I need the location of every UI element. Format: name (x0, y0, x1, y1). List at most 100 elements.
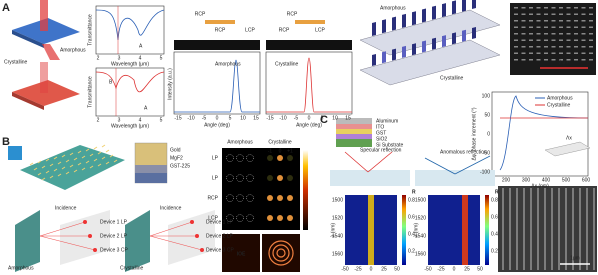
sem-dot (521, 26, 526, 28)
axis-label: Δφ, phase increment (°) (471, 107, 477, 160)
axis-label: Angle (deg) (204, 122, 230, 128)
ray (424, 157, 456, 175)
fin (412, 43, 416, 56)
sem-dot (574, 52, 578, 54)
slab-side (12, 30, 44, 48)
nanorod (45, 158, 50, 162)
sem-dot (514, 39, 518, 41)
sem-dot (551, 46, 556, 48)
sem-dot (544, 52, 548, 54)
farfield-image (174, 40, 260, 50)
sem-dot (581, 59, 586, 61)
tick-label: 15 (345, 115, 351, 121)
sem-dot (581, 20, 586, 22)
sem-dot (589, 39, 593, 41)
farfield-image (266, 40, 352, 50)
legend-label: MgF2 (170, 155, 183, 161)
sem-dot (581, 26, 586, 28)
nanorod (49, 175, 54, 179)
sem-dot (551, 7, 556, 9)
sem-dot (514, 20, 518, 22)
spot (267, 215, 273, 221)
row-label: RCP (207, 195, 218, 201)
layer (336, 139, 372, 147)
colorbar-label: R (495, 189, 499, 195)
legend-label: ITO (376, 124, 384, 130)
row-label: LP (212, 175, 219, 181)
spot (226, 174, 234, 182)
axis-label: Transmittance (87, 76, 93, 108)
label: Crystalline (440, 75, 464, 81)
label: Device 2 LP (206, 233, 234, 239)
tick-label: -50 (483, 150, 490, 156)
nanorod (81, 167, 86, 171)
curve (266, 57, 352, 113)
tick-label: 3 (118, 117, 121, 123)
image-grid (222, 148, 300, 272)
sem-dot (529, 52, 533, 54)
column-title: Amorphous (227, 139, 253, 145)
layer (336, 134, 372, 139)
tick-label: 500 (562, 177, 571, 183)
tick-label: 25 (464, 266, 470, 272)
fin (432, 5, 436, 20)
panel-label: A (2, 2, 10, 14)
fin (472, 0, 476, 9)
tick-label: -5 (294, 115, 299, 121)
sem-dot (566, 52, 571, 54)
panel-label: B (2, 136, 10, 148)
label: Device 2 LP (100, 233, 128, 239)
sem-dot (529, 33, 533, 35)
tick-label: 10 (240, 115, 246, 121)
sem-dot (521, 59, 526, 61)
annotation: A (139, 43, 143, 49)
spot (93, 248, 97, 252)
beam-label: RCP (215, 27, 226, 33)
nanorod (41, 165, 46, 169)
sem-dot (581, 46, 586, 48)
sem-dot (521, 39, 526, 41)
scale-label: 3 μm (558, 59, 569, 65)
sem-dot (536, 26, 541, 28)
fin (382, 51, 386, 64)
sem-dot (529, 39, 533, 41)
fin (392, 48, 396, 61)
tick-label: 400 (542, 177, 551, 183)
nanorod (37, 160, 42, 164)
rays (39, 220, 204, 252)
sem-dot (581, 52, 586, 54)
beam (40, 62, 48, 93)
nanorod (105, 161, 110, 165)
sem-dot (566, 20, 571, 22)
inset (544, 141, 591, 157)
tick-label: 5 (321, 115, 324, 121)
sem-dot (544, 20, 548, 22)
sem-dot (536, 59, 541, 61)
nanorod (53, 156, 58, 160)
sem-dot (544, 46, 548, 48)
nanorod (69, 152, 74, 156)
tick-label: 1500 (332, 197, 343, 203)
nanorod (105, 149, 110, 153)
label: Amorphous (8, 265, 34, 271)
beam-label: LCP (245, 27, 255, 33)
order-label: +1 (287, 148, 293, 154)
nanorod (65, 171, 70, 175)
label: Incidence (55, 205, 77, 211)
curve (95, 9, 165, 41)
curve (499, 95, 589, 171)
sem-dot (566, 13, 571, 15)
sem-dot (566, 26, 571, 28)
sem-dot (589, 46, 593, 48)
label: Device 1 LP (206, 219, 234, 225)
metasurface (15, 210, 40, 272)
layer (336, 129, 372, 134)
sem-dot (559, 20, 563, 22)
fins (372, 0, 476, 66)
sem-dot (589, 26, 593, 28)
nanorod (77, 150, 82, 154)
tick-label: 25 (381, 266, 387, 272)
tick-label: 50 (484, 112, 490, 118)
plot-frame (173, 51, 261, 115)
tick-label: 600 (582, 177, 591, 183)
